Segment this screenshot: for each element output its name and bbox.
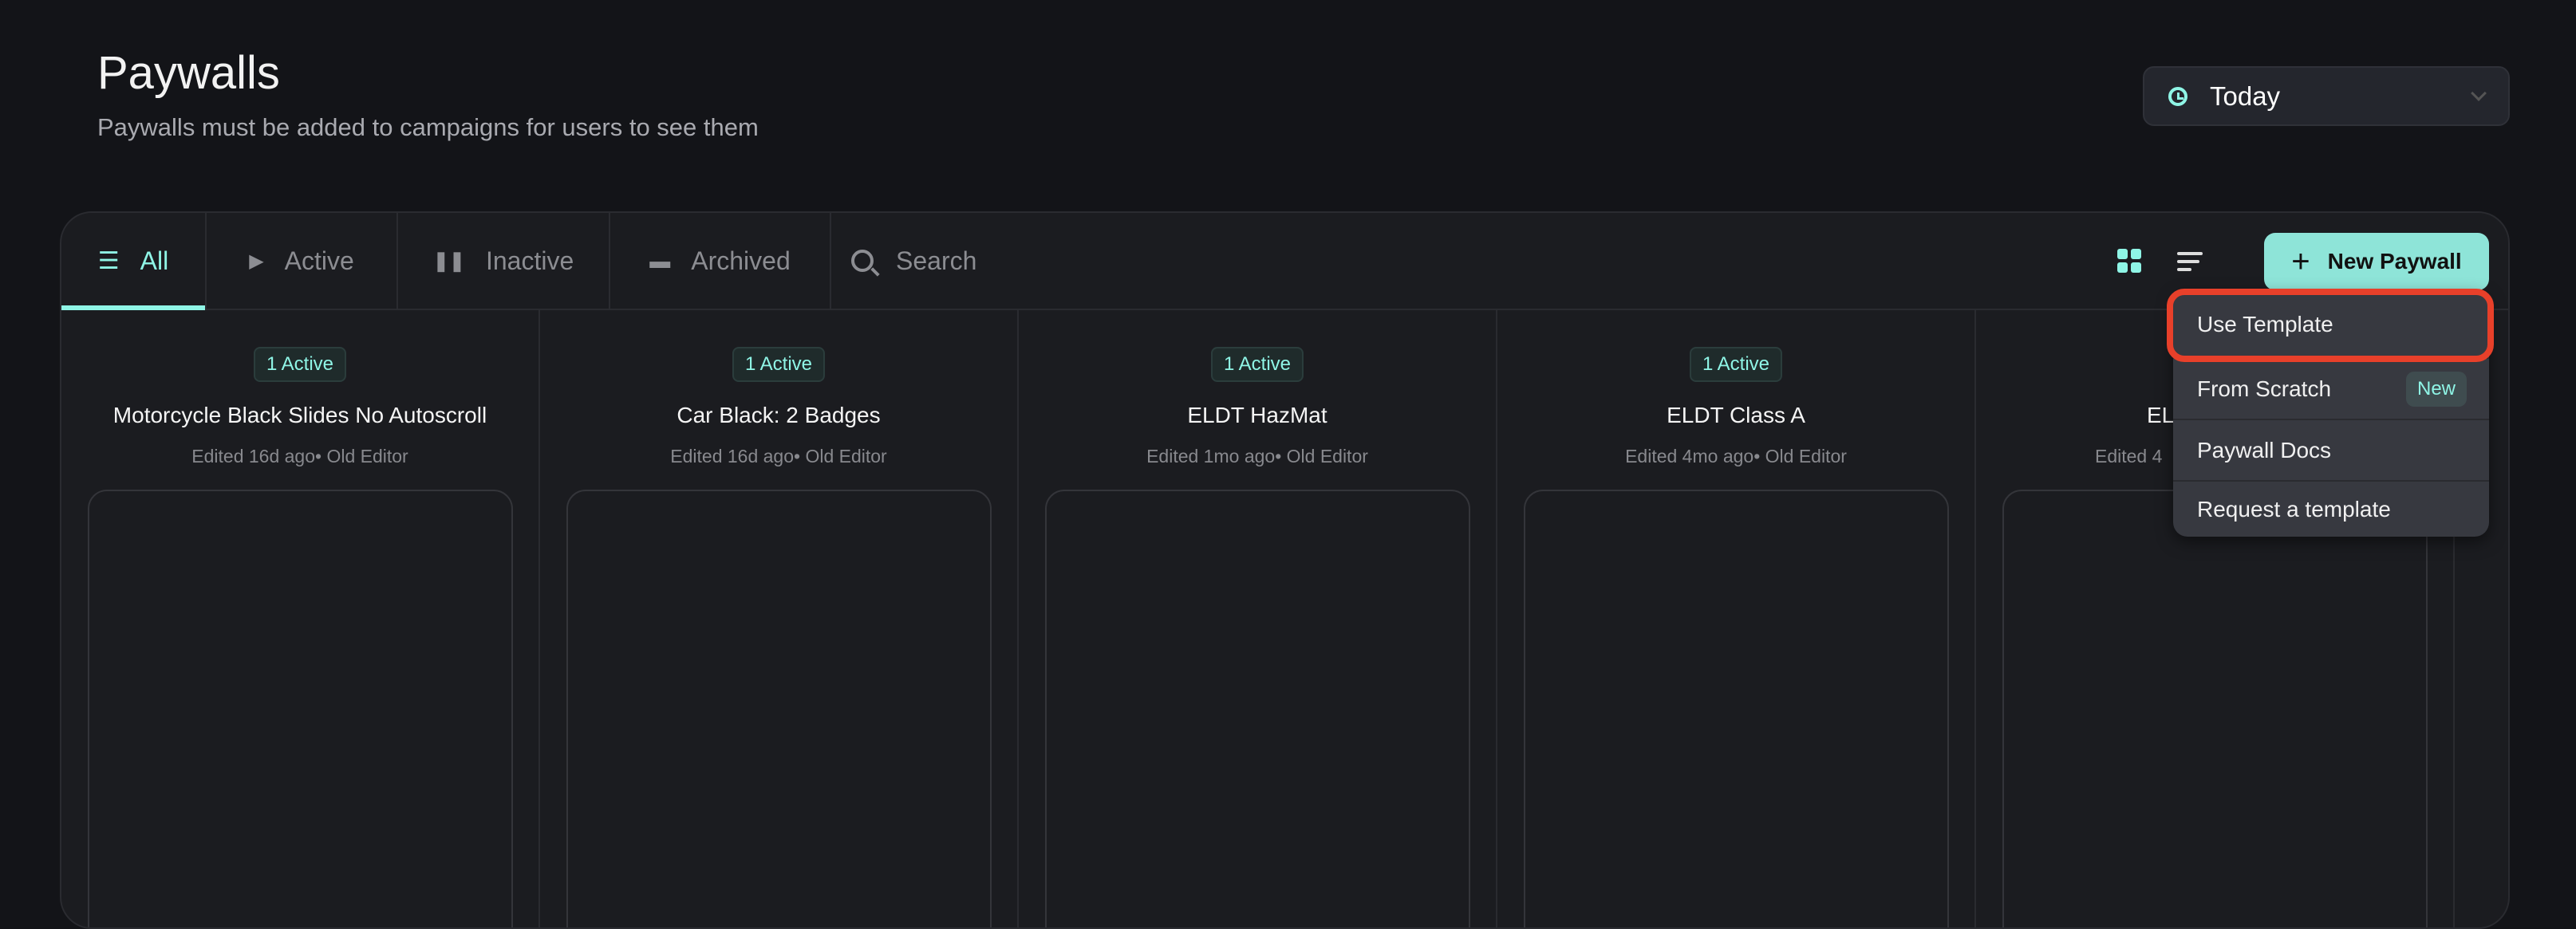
tab-label: Inactive	[485, 246, 574, 275]
paywalls-panel: ☰ All ▶ Active ❚❚ Inactive ▬ Archived Se…	[60, 211, 2510, 929]
menu-item-use-template[interactable]: Use Template	[2173, 291, 2489, 359]
status-badge: 1 Active	[1210, 347, 1304, 382]
list-view-icon[interactable]	[2177, 252, 2203, 276]
card-title: ELDT Class A	[1667, 403, 1805, 427]
card-preview	[566, 490, 992, 927]
tab-label: All	[140, 246, 169, 275]
card-title: Car Black: 2 Badges	[677, 403, 881, 427]
card-preview	[2002, 490, 2428, 927]
archive-icon: ▬	[649, 248, 671, 273]
page-subtitle: Paywalls must be added to campaigns for …	[97, 113, 759, 141]
new-paywall-label: New Paywall	[2327, 249, 2462, 274]
grid-view-icon[interactable]	[2117, 249, 2141, 273]
play-icon: ▶	[249, 250, 264, 272]
search-input[interactable]: Search	[831, 213, 976, 309]
chevron-down-icon	[2471, 85, 2487, 101]
status-badge: 1 Active	[1689, 347, 1783, 382]
tab-label: Archived	[691, 246, 791, 275]
card-edited: Edited 16d ago• Old Editor	[670, 446, 887, 466]
tab-label: Active	[284, 246, 354, 275]
search-icon	[851, 250, 874, 272]
tab-archived[interactable]: ▬ Archived	[610, 213, 831, 309]
card-preview	[1524, 490, 1949, 927]
menu-item-paywall-docs[interactable]: Paywall Docs	[2173, 420, 2489, 482]
plus-icon: +	[2291, 243, 2310, 279]
menu-item-label: Request a template	[2197, 496, 2391, 522]
new-paywall-menu: Use Template From Scratch New Paywall Doc…	[2173, 291, 2489, 537]
date-range-value: Today	[2210, 81, 2281, 111]
paywall-card[interactable]: 1 Active Motorcycle Black Slides No Auto…	[61, 310, 540, 927]
pause-icon: ❚❚	[432, 250, 465, 272]
new-badge: New	[2405, 371, 2467, 407]
clock-icon	[2168, 86, 2187, 106]
card-title: ELDT HazMat	[1187, 403, 1327, 427]
tab-active[interactable]: ▶ Active	[207, 213, 398, 309]
list-icon: ☰	[97, 247, 120, 274]
date-range-dropdown[interactable]: Today	[2143, 66, 2510, 126]
card-edited: Edited 16d ago• Old Editor	[191, 446, 408, 466]
new-paywall-button[interactable]: + New Paywall	[2264, 233, 2489, 290]
paywall-card[interactable]: 1 Active Car Black: 2 Badges Edited 16d …	[540, 310, 1019, 927]
card-edited: Edited 4	[2095, 446, 2163, 466]
tab-all[interactable]: ☰ All	[61, 213, 207, 310]
search-placeholder: Search	[896, 246, 977, 275]
status-badge: 1 Active	[253, 347, 347, 382]
tab-inactive[interactable]: ❚❚ Inactive	[398, 213, 610, 309]
card-preview	[88, 490, 513, 927]
card-edited: Edited 1mo ago• Old Editor	[1146, 446, 1368, 466]
card-title: EL	[2147, 403, 2175, 427]
menu-item-label: From Scratch	[2197, 376, 2332, 401]
card-title: Motorcycle Black Slides No Autoscroll	[112, 403, 487, 427]
menu-item-from-scratch[interactable]: From Scratch New	[2173, 359, 2489, 420]
paywall-card[interactable]: 1 Active ELDT Class A Edited 4mo ago• Ol…	[1497, 310, 1976, 927]
card-edited: Edited 4mo ago• Old Editor	[1625, 446, 1847, 466]
status-badge: 1 Active	[732, 347, 826, 382]
menu-item-request-template[interactable]: Request a template	[2173, 482, 2489, 537]
tab-bar: ☰ All ▶ Active ❚❚ Inactive ▬ Archived Se…	[61, 213, 2508, 310]
menu-item-label: Use Template	[2197, 311, 2333, 337]
page-title: Paywalls	[97, 47, 280, 99]
paywall-card[interactable]: 1 Active ELDT HazMat Edited 1mo ago• Old…	[1019, 310, 1497, 927]
card-preview	[1045, 490, 1470, 927]
menu-item-label: Paywall Docs	[2197, 437, 2332, 463]
